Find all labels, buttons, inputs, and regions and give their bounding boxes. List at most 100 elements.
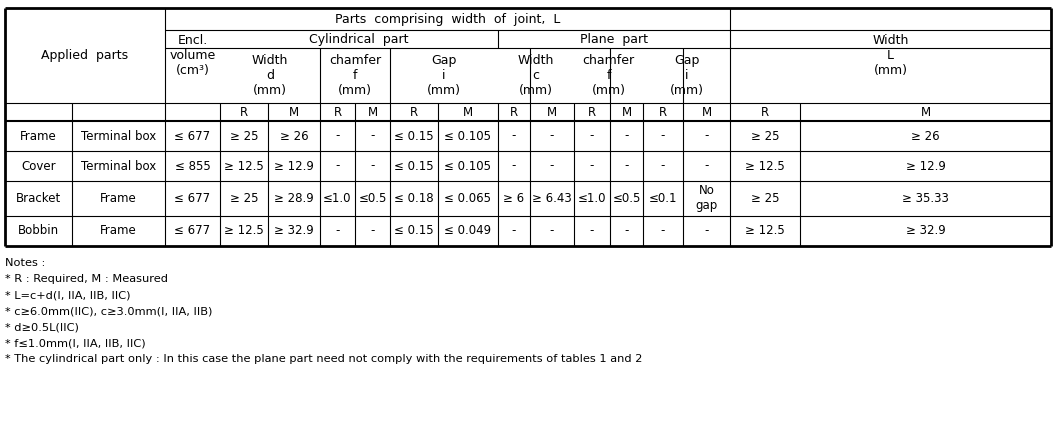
Text: -: - [512, 159, 516, 173]
Text: ≥ 12.5: ≥ 12.5 [224, 159, 264, 173]
Text: -: - [704, 225, 709, 237]
Text: ≤ 677: ≤ 677 [174, 130, 210, 142]
Text: R: R [659, 106, 667, 119]
Text: -: - [512, 225, 516, 237]
Text: R: R [410, 106, 418, 119]
Text: -: - [704, 159, 709, 173]
Text: R: R [761, 106, 769, 119]
Text: ≥ 25: ≥ 25 [751, 192, 779, 205]
Text: M: M [289, 106, 299, 119]
Text: ≤ 677: ≤ 677 [174, 192, 210, 205]
Text: ≥ 32.9: ≥ 32.9 [275, 225, 314, 237]
Text: ≤ 855: ≤ 855 [174, 159, 210, 173]
Text: M: M [463, 106, 473, 119]
Text: ≤ 0.049: ≤ 0.049 [445, 225, 491, 237]
Text: -: - [590, 225, 595, 237]
Text: ≤ 677: ≤ 677 [174, 225, 210, 237]
Text: -: - [661, 130, 665, 142]
Text: -: - [624, 130, 628, 142]
Text: Width
d
(mm): Width d (mm) [251, 54, 288, 97]
Text: ≤1.0: ≤1.0 [323, 192, 352, 205]
Text: ≥ 12.9: ≥ 12.9 [906, 159, 945, 173]
Text: ≤0.5: ≤0.5 [612, 192, 641, 205]
Text: -: - [624, 159, 628, 173]
Text: -: - [371, 225, 375, 237]
Text: Bracket: Bracket [16, 192, 61, 205]
Text: M: M [621, 106, 631, 119]
Text: Bobbin: Bobbin [18, 225, 59, 237]
Text: ≤0.1: ≤0.1 [648, 192, 677, 205]
Text: -: - [590, 159, 595, 173]
Text: * f≤1.0mm(I, IIA, IIB, IIC): * f≤1.0mm(I, IIA, IIB, IIC) [5, 338, 146, 348]
Text: M: M [701, 106, 712, 119]
Text: ≥ 6.43: ≥ 6.43 [532, 192, 572, 205]
Text: ≤1.0: ≤1.0 [578, 192, 606, 205]
Text: ≤ 0.15: ≤ 0.15 [394, 130, 434, 142]
Text: Terminal box: Terminal box [81, 159, 156, 173]
Text: R: R [588, 106, 596, 119]
Text: -: - [661, 159, 665, 173]
Text: M: M [921, 106, 930, 119]
Text: ≥ 12.5: ≥ 12.5 [746, 159, 785, 173]
Text: Terminal box: Terminal box [81, 130, 156, 142]
Text: ≥ 12.5: ≥ 12.5 [746, 225, 785, 237]
Text: ≤ 0.105: ≤ 0.105 [445, 130, 491, 142]
Text: ≤ 0.15: ≤ 0.15 [394, 159, 434, 173]
Text: ≤ 0.15: ≤ 0.15 [394, 225, 434, 237]
Text: ≥ 28.9: ≥ 28.9 [275, 192, 314, 205]
Text: Encl.
volume
(cm³): Encl. volume (cm³) [169, 34, 215, 77]
Text: * d≥0.5L(IIC): * d≥0.5L(IIC) [5, 322, 79, 332]
Text: Width
L
(mm): Width L (mm) [872, 34, 908, 77]
Text: -: - [704, 130, 709, 142]
Text: Parts  comprising  width  of  joint,  L: Parts comprising width of joint, L [335, 13, 560, 25]
Text: ≤0.5: ≤0.5 [358, 192, 386, 205]
Text: Applied  parts: Applied parts [41, 49, 129, 62]
Text: -: - [550, 225, 554, 237]
Text: Frame: Frame [20, 130, 57, 142]
Text: ≥ 32.9: ≥ 32.9 [906, 225, 945, 237]
Text: M: M [547, 106, 558, 119]
Text: Cylindrical  part: Cylindrical part [309, 32, 409, 46]
Text: -: - [336, 159, 340, 173]
Text: ≥ 26: ≥ 26 [280, 130, 308, 142]
Text: * L=c+d(I, IIA, IIB, IIC): * L=c+d(I, IIA, IIB, IIC) [5, 290, 131, 300]
Text: chamfer
f
(mm): chamfer f (mm) [328, 54, 381, 97]
Text: M: M [367, 106, 378, 119]
Text: -: - [550, 159, 554, 173]
Text: -: - [336, 130, 340, 142]
Text: -: - [624, 225, 628, 237]
Text: chamfer
f
(mm): chamfer f (mm) [583, 54, 635, 97]
Text: Frame: Frame [100, 192, 137, 205]
Text: -: - [550, 130, 554, 142]
Text: -: - [661, 225, 665, 237]
Text: -: - [512, 130, 516, 142]
Text: ≥ 25: ≥ 25 [230, 130, 259, 142]
Text: Gap
i
(mm): Gap i (mm) [670, 54, 703, 97]
Text: Plane  part: Plane part [580, 32, 648, 46]
Text: ≥ 26: ≥ 26 [911, 130, 940, 142]
Text: -: - [371, 159, 375, 173]
Text: R: R [240, 106, 248, 119]
Text: -: - [590, 130, 595, 142]
Text: Notes :: Notes : [5, 258, 45, 268]
Text: ≤ 0.065: ≤ 0.065 [445, 192, 491, 205]
Text: * The cylindrical part only : In this case the plane part need not comply with t: * The cylindrical part only : In this ca… [5, 354, 642, 364]
Text: ≥ 25: ≥ 25 [230, 192, 259, 205]
Text: ≥ 12.9: ≥ 12.9 [275, 159, 314, 173]
Text: No
gap: No gap [695, 184, 718, 212]
Text: ≥ 6: ≥ 6 [504, 192, 525, 205]
Text: Frame: Frame [100, 225, 137, 237]
Text: Width
c
(mm): Width c (mm) [517, 54, 554, 97]
Text: ≤ 0.18: ≤ 0.18 [394, 192, 434, 205]
Text: -: - [336, 225, 340, 237]
Text: ≥ 12.5: ≥ 12.5 [224, 225, 264, 237]
Text: ≤ 0.105: ≤ 0.105 [445, 159, 491, 173]
Text: -: - [371, 130, 375, 142]
Text: R: R [334, 106, 341, 119]
Text: Cover: Cover [21, 159, 56, 173]
Text: * R : Required, M : Measured: * R : Required, M : Measured [5, 274, 168, 284]
Text: ≥ 35.33: ≥ 35.33 [902, 192, 949, 205]
Text: Gap
i
(mm): Gap i (mm) [427, 54, 461, 97]
Text: R: R [510, 106, 518, 119]
Text: ≥ 25: ≥ 25 [751, 130, 779, 142]
